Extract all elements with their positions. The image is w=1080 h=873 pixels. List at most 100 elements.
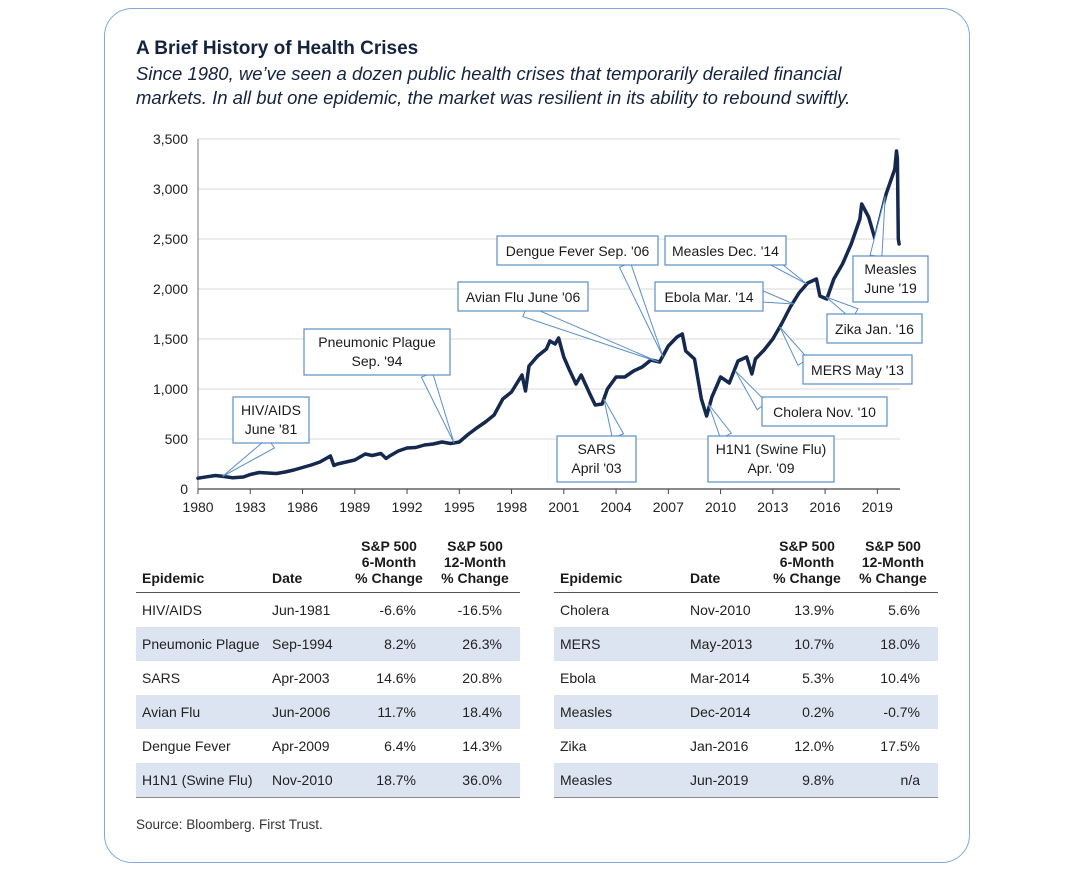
cell-six-month: 14.6% [376, 670, 416, 686]
cell-epidemic: Measles [554, 763, 684, 798]
header-epidemic: Epidemic [554, 538, 684, 593]
cell-twelve-month: n/a [848, 763, 938, 798]
table-row: Zika Jan-2016 12.0% 17.5% [554, 729, 938, 763]
callout-box [761, 396, 888, 427]
cell-six-month: 13.9% [794, 602, 834, 618]
cell-epidemic: Zika [560, 738, 587, 754]
y-tick-label: 2,000 [153, 281, 188, 297]
x-tick-label: 2010 [705, 499, 736, 515]
cell-date: Jun-2006 [266, 695, 348, 729]
cell-epidemic: Ebola [560, 670, 596, 686]
cell-date: May-2013 [684, 627, 766, 661]
table-right: Epidemic Date S&P 500 6-Month % Change S… [554, 538, 938, 798]
callout-pointer [603, 398, 625, 439]
header-twelve-month: S&P 500 12-Month % Change [848, 538, 938, 593]
x-tick-label: 1992 [391, 499, 422, 515]
cell-epidemic: H1N1 (Swine Flu) [136, 763, 266, 798]
x-tick-label: 1998 [496, 499, 527, 515]
y-tick-label: 0 [180, 481, 188, 497]
callout-label: Ebola Mar. '14 [664, 289, 753, 305]
callout-box [303, 328, 451, 376]
table-row: Measles Dec-2014 0.2% -0.7% [554, 695, 938, 729]
callout-pointer [757, 289, 794, 305]
x-tick-label: 1986 [287, 499, 318, 515]
header-date: Date [684, 538, 766, 593]
cell-twelve-month: 18.4% [430, 695, 520, 729]
cell-epidemic: Measles [554, 695, 684, 729]
callout-box [556, 435, 637, 483]
callout-label: Avian Flu June '06 [466, 289, 581, 305]
x-tick-label: 1995 [444, 499, 475, 515]
header-epidemic: Epidemic [136, 538, 266, 593]
cell-date: Nov-2010 [266, 763, 348, 798]
cell-six-month: 5.3% [802, 670, 834, 686]
callout-pointer [420, 372, 455, 444]
callout-label: SARS [577, 441, 615, 457]
cell-six-month: 12.0% [794, 738, 834, 754]
callout-label: Sep. '94 [352, 353, 403, 369]
cell-twelve-month: 20.8% [462, 670, 502, 686]
callout-label: April '03 [571, 460, 621, 476]
header-six-month: S&P 500 6-Month % Change [766, 538, 848, 593]
cell-epidemic: SARS [142, 670, 181, 686]
y-tick-label: 1,500 [153, 331, 188, 347]
callout-box [707, 435, 835, 483]
chart-subtitle: Since 1980, we’ve seen a dozen public he… [136, 63, 851, 108]
cell-date: Jan-2016 [690, 738, 749, 754]
x-tick-label: 1989 [339, 499, 370, 515]
cell-date: Nov-2010 [690, 602, 751, 618]
cell-twelve-month: 10.4% [880, 670, 920, 686]
header-six-month: S&P 500 6-Month % Change [348, 538, 430, 593]
cell-date: Sep-1994 [266, 627, 348, 661]
callout-box [664, 235, 787, 266]
table-row: Measles Jun-2019 9.8% n/a [554, 763, 938, 798]
cell-six-month: -6.6% [379, 602, 416, 618]
source-note: Source: Bloomberg. First Trust. [136, 817, 323, 832]
sp500-series-line [196, 149, 901, 480]
y-tick-label: 1,000 [153, 381, 188, 397]
cell-twelve-month: -16.5% [457, 602, 502, 618]
callout-box [654, 281, 764, 312]
cell-twelve-month: 26.3% [430, 627, 520, 661]
callout-label: Measles [864, 261, 916, 277]
x-tick-label: 2013 [757, 499, 788, 515]
table-row: Ebola Mar-2014 5.3% 10.4% [554, 661, 938, 695]
cell-date: Apr-2009 [272, 738, 330, 754]
callout-box [496, 235, 659, 266]
table-row: SARS Apr-2003 14.6% 20.8% [136, 661, 520, 695]
callout-label: June '81 [245, 421, 298, 437]
cell-twelve-month: -0.7% [848, 695, 938, 729]
callout-label: Pneumonic Plague [318, 334, 436, 350]
y-tick-label: 3,500 [153, 131, 188, 147]
cell-six-month: 8.2% [348, 627, 430, 661]
table-left: Epidemic Date S&P 500 6-Month % Change S… [136, 538, 520, 798]
callout-box [802, 354, 913, 385]
cell-date: Jun-1981 [272, 602, 331, 618]
cell-epidemic: Pneumonic Plague [136, 627, 266, 661]
callout-pointer [222, 437, 276, 477]
table-row: HIV/AIDS Jun-1981 -6.6% -16.5% [136, 593, 520, 628]
header-date: Date [266, 538, 348, 593]
header-twelve-month: S&P 500 12-Month % Change [430, 538, 520, 593]
callout-label: Zika Jan. '16 [835, 321, 914, 337]
x-tick-label: 2007 [653, 499, 684, 515]
table-row: Avian Flu Jun-2006 11.7% 18.4% [136, 695, 520, 729]
cell-date: Apr-2003 [272, 670, 330, 686]
cell-epidemic: Avian Flu [136, 695, 266, 729]
table-row: Cholera Nov-2010 13.9% 5.6% [554, 593, 938, 628]
callout-label: June '19 [864, 280, 917, 296]
x-tick-label: 2016 [810, 499, 841, 515]
table-row: Dengue Fever Apr-2009 6.4% 14.3% [136, 729, 520, 763]
callout-box [826, 313, 923, 344]
table-row: MERS May-2013 10.7% 18.0% [554, 627, 938, 661]
x-tick-label: 2001 [548, 499, 579, 515]
callout-label: Apr. '09 [747, 460, 794, 476]
callout-label: Cholera Nov. '10 [773, 404, 876, 420]
x-tick-label: 2019 [862, 499, 893, 515]
y-tick-label: 3,000 [153, 181, 188, 197]
table-row: Pneumonic Plague Sep-1994 8.2% 26.3% [136, 627, 520, 661]
table-row: H1N1 (Swine Flu) Nov-2010 18.7% 36.0% [136, 763, 520, 798]
cell-six-month: 10.7% [766, 627, 848, 661]
cell-six-month: 0.2% [766, 695, 848, 729]
y-tick-label: 500 [165, 431, 189, 447]
